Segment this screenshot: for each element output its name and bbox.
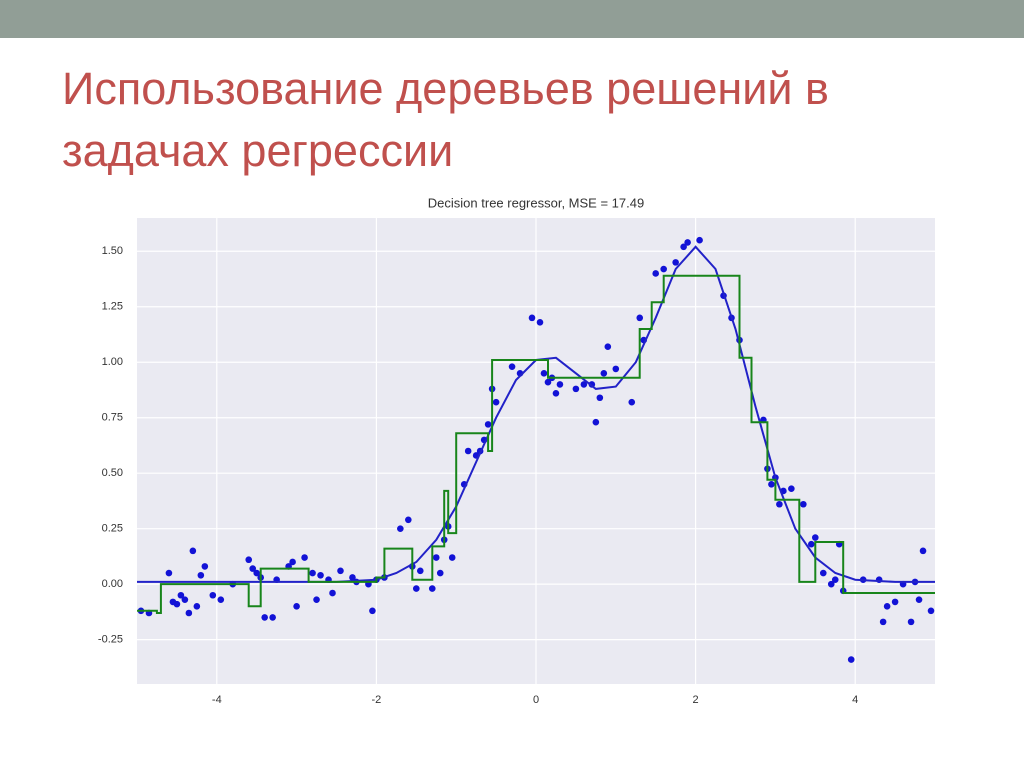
data-point: [596, 394, 604, 402]
data-point: [464, 447, 472, 455]
y-tick-label: 1.25: [102, 301, 123, 313]
data-point: [193, 603, 201, 610]
data-point: [492, 398, 500, 406]
y-tick-label: 1.00: [102, 356, 123, 368]
data-point: [484, 421, 492, 428]
data-point: [177, 591, 185, 599]
y-tick-label: 0.50: [102, 467, 123, 479]
x-tick-label: 0: [533, 694, 539, 706]
data-point: [580, 381, 588, 388]
data-point: [405, 516, 412, 524]
data-point: [812, 534, 819, 541]
data-point: [269, 614, 276, 621]
x-tick-label: 4: [852, 694, 858, 706]
data-point: [185, 609, 193, 617]
y-tick-label: 0.25: [102, 523, 123, 535]
data-point: [672, 259, 679, 266]
data-point: [369, 607, 376, 615]
data-point: [919, 547, 927, 555]
data-point: [293, 603, 300, 610]
data-point: [309, 569, 316, 577]
data-point: [189, 547, 197, 555]
data-point: [831, 576, 839, 584]
data-point: [680, 243, 687, 251]
data-point: [808, 540, 815, 548]
data-point: [660, 265, 667, 273]
data-point: [800, 500, 807, 508]
data-point: [432, 554, 440, 561]
data-point: [337, 567, 344, 575]
data-point: [329, 589, 336, 597]
line: [137, 274, 935, 614]
data-point: [768, 480, 775, 488]
data-point: [197, 571, 205, 579]
data-point: [572, 385, 580, 393]
x-tick-label: -2: [372, 694, 382, 706]
data-point: [436, 569, 444, 577]
data-point: [544, 378, 552, 386]
data-point: [847, 656, 855, 663]
data-point: [652, 270, 659, 277]
data-point: [636, 314, 644, 322]
data-point: [301, 554, 308, 561]
data-point: [536, 318, 544, 326]
data-point: [173, 600, 181, 608]
data-point: [528, 314, 536, 322]
data-point: [883, 603, 891, 610]
data-point: [201, 563, 209, 570]
data-point: [552, 390, 560, 397]
data-point: [684, 239, 691, 246]
x-tick-label: -4: [212, 694, 222, 706]
y-tick-label: 0.75: [102, 412, 123, 424]
data-point: [209, 591, 217, 599]
y-tick-label: 1.50: [102, 245, 123, 257]
data-point: [592, 418, 600, 426]
data-point: [612, 365, 620, 373]
data-point: [508, 363, 516, 370]
data-point: [696, 236, 703, 244]
data-point: [879, 618, 887, 626]
data-point: [628, 398, 636, 406]
data-point: [907, 618, 915, 626]
data-point: [448, 554, 456, 561]
data-point: [261, 614, 268, 621]
slide-title: Использование деревьев решений в задачах…: [62, 63, 829, 176]
data-point: [349, 574, 356, 581]
data-point: [600, 370, 608, 377]
data-point: [289, 558, 296, 566]
chart-title: Decision tree regressor, MSE = 17.49: [428, 195, 644, 210]
y-tick-label: 0.00: [102, 578, 123, 590]
data-point: [416, 567, 424, 575]
y-tick-label: -0.25: [98, 634, 123, 646]
data-point: [245, 556, 253, 564]
data-point: [253, 569, 260, 577]
data-point: [217, 596, 225, 603]
data-point: [397, 525, 404, 532]
data-point: [313, 596, 320, 603]
data-point: [413, 585, 420, 592]
data-point: [249, 565, 257, 572]
data-point: [165, 569, 173, 577]
data-point: [776, 500, 783, 508]
data-point: [891, 598, 899, 606]
data-point: [540, 370, 548, 377]
data-point: [927, 607, 935, 615]
data-point: [827, 580, 835, 588]
data-point: [819, 569, 827, 577]
data-point: [788, 485, 795, 493]
data-point: [317, 571, 324, 579]
top-bar: [0, 0, 1024, 38]
data-point: [428, 585, 436, 592]
data-point: [604, 343, 612, 351]
x-tick-label: 2: [693, 694, 699, 706]
data-point: [915, 596, 923, 603]
data-point: [556, 381, 564, 388]
data-point: [181, 596, 189, 603]
